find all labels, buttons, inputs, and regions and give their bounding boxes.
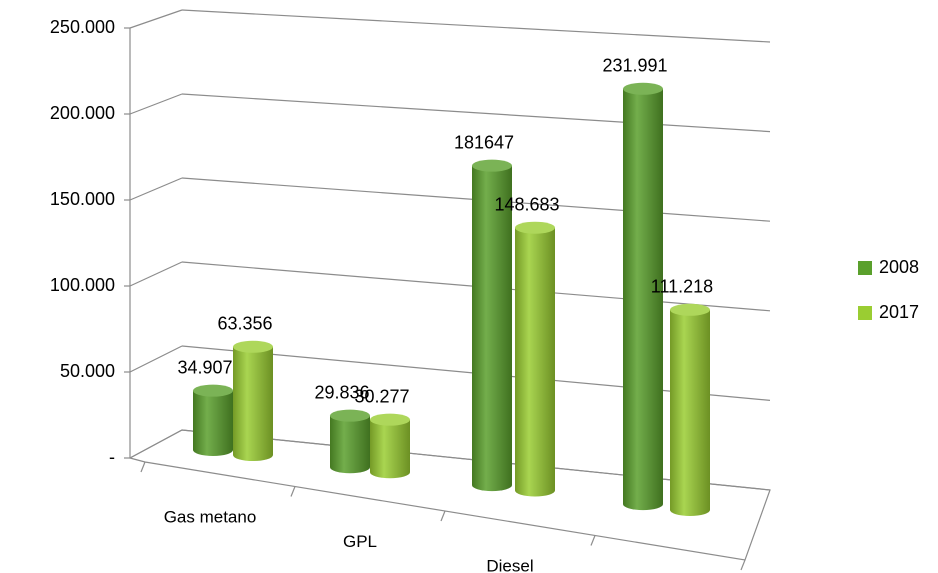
y-tick-label: - [109, 447, 115, 467]
bar-top [670, 303, 710, 316]
bar [515, 227, 555, 497]
bar [330, 415, 370, 474]
grid-line [129, 9, 183, 29]
legend-label: 2008 [879, 257, 919, 277]
data-label: 181647 [454, 132, 514, 152]
y-tick-label: 150.000 [50, 189, 115, 209]
data-label: 63.356 [217, 314, 272, 334]
bar [193, 390, 233, 456]
bar-top [330, 409, 370, 422]
grid-line [181, 93, 771, 133]
data-label: 148.683 [494, 194, 559, 214]
data-label: 30.277 [354, 386, 409, 406]
legend-swatch [858, 261, 872, 275]
category-tick [440, 510, 446, 522]
x-tick-label: Diesel [486, 557, 533, 573]
y-tick-label: 50.000 [60, 361, 115, 381]
bar [623, 88, 663, 511]
grid-line [129, 93, 183, 115]
legend-swatch [858, 306, 872, 320]
category-tick [140, 461, 146, 473]
y-tick-label: 200.000 [50, 103, 115, 123]
x-tick-label: Gas metano [164, 508, 257, 527]
grid-line [181, 9, 771, 43]
data-label: 231.991 [602, 56, 667, 76]
category-tick [290, 486, 296, 497]
bar [233, 346, 273, 462]
y-tick-label: 100.000 [50, 275, 115, 295]
bar [472, 165, 512, 492]
bar-top [472, 159, 512, 172]
grid-line [129, 261, 183, 287]
grid-line [129, 177, 183, 201]
bar [370, 419, 410, 479]
bar-top [193, 384, 233, 397]
bar-top [515, 221, 555, 234]
grid-line [129, 429, 183, 459]
bar [670, 309, 710, 516]
bar-top [233, 340, 273, 353]
bar-top [370, 413, 410, 426]
x-tick-label: GPL [343, 532, 377, 551]
y-tick-label: 250.000 [50, 17, 115, 37]
data-label: 34.907 [177, 357, 232, 377]
bar-top [623, 82, 663, 95]
category-tick [590, 535, 596, 546]
data-label: 111.218 [651, 277, 713, 297]
data-label: 29.836 [314, 382, 369, 402]
category-tick [740, 559, 746, 571]
legend-label: 2017 [879, 302, 919, 322]
grid-line [129, 345, 183, 373]
